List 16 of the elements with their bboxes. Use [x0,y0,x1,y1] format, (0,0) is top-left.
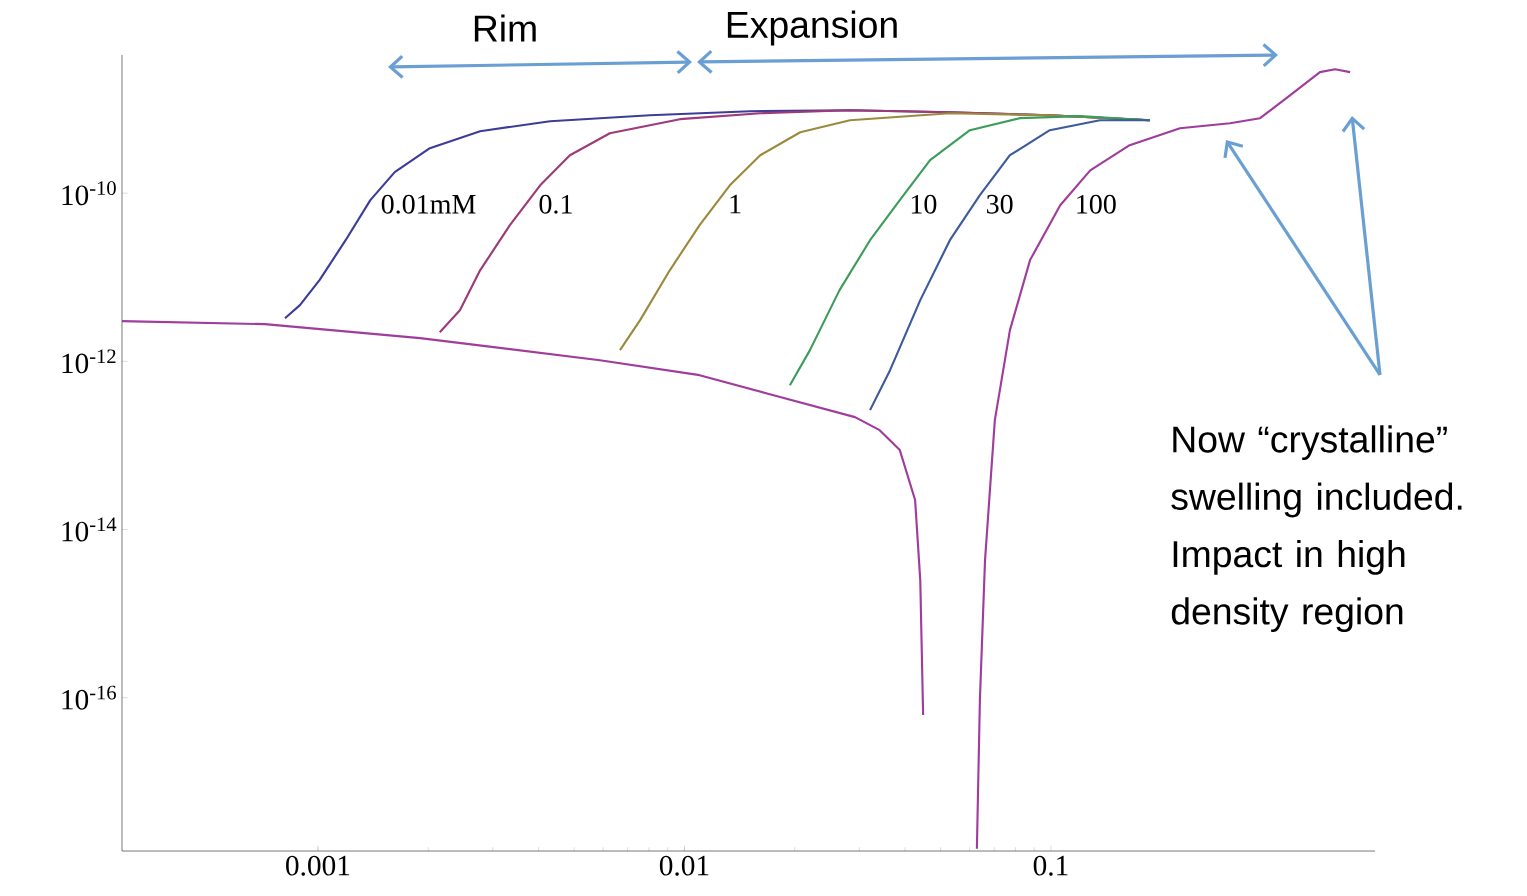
y-tick-label: 10$^{-12}$ [62,349,116,374]
y-tick-label: 10$^{-14}$ [62,517,117,542]
y-tick-label: 10$^{-16}$ [62,685,116,710]
series-label: 0.1 [539,194,572,214]
y-tick-label: 10$^{-10}$ [62,181,116,206]
series-label: 30 [987,194,1013,214]
series-label: 0.01mM [381,194,476,214]
series-label: 1 [730,194,741,214]
x-tick-label: 0.01 [659,855,709,876]
annotation: Now “crystalline” swelling included. Impact in high density region [1171,425,1462,633]
series-label: 10 [911,194,937,214]
text: Expansion [727,10,897,46]
x-tick-label: 0.001 [286,855,350,876]
series-label: 100 [1077,194,1116,214]
x-tick-label: 0.1 [1033,855,1068,876]
text: Rim [474,14,536,42]
